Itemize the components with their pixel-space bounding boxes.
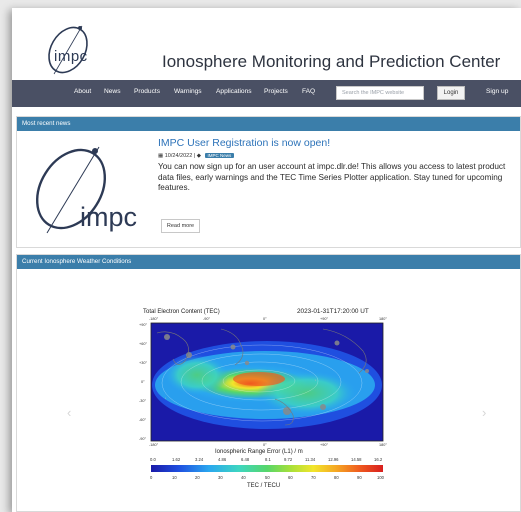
tec-tick: 50 — [265, 475, 270, 480]
tec-tick: 0 — [150, 475, 153, 480]
nav-applications[interactable]: Applications — [216, 88, 252, 95]
tec-tick: 40 — [241, 475, 246, 480]
news-panel-heading: Most recent news — [17, 117, 520, 131]
lon-tick: 0° — [263, 443, 267, 447]
meta-separator: | — [193, 153, 196, 159]
lon-tick: -90° — [203, 317, 210, 321]
nav-projects[interactable]: Projects — [264, 88, 288, 95]
weather-panel-heading: Current Ionosphere Weather Conditions — [17, 255, 520, 269]
tec-colorbar — [151, 465, 383, 472]
lat-tick: 0° — [141, 380, 145, 384]
signup-link[interactable]: Sign up — [486, 88, 509, 95]
tec-tick: 30 — [218, 475, 223, 480]
map-timestamp: 2023-01-31T17:20:00 UT — [297, 308, 369, 315]
lat-tick: +90° — [139, 323, 147, 327]
tec-unit-label: TEC / TECU — [247, 483, 280, 489]
tec-tick: 90 — [357, 475, 362, 480]
tag-icon: ◆ — [196, 153, 201, 159]
weather-panel: Current Ionosphere Weather Conditions ‹ … — [16, 254, 521, 512]
lon-tick: -180° — [149, 317, 159, 321]
range-tick: 12.96 — [328, 457, 339, 462]
svg-text:▪: ▪ — [165, 396, 166, 400]
read-more-button[interactable]: Read more — [161, 219, 200, 233]
nav-products[interactable]: Products — [134, 88, 161, 95]
browser-page: impc Ionosphere Monitoring and Predictio… — [12, 8, 521, 512]
calendar-icon: ▦ — [158, 153, 164, 159]
lon-tick: +90° — [320, 317, 328, 321]
range-tick: 14.58 — [351, 457, 362, 462]
lat-tick: +30° — [139, 361, 147, 365]
range-tick: 1.62 — [172, 457, 181, 462]
carousel-next-icon[interactable]: › — [482, 405, 487, 420]
search-input[interactable]: Search the IMPC website — [336, 86, 424, 100]
tec-map-image[interactable]: Total Electron Content (TEC) 2023-01-31T… — [137, 303, 413, 512]
nav-news[interactable]: News — [104, 88, 121, 95]
news-date: 10/24/2022 — [164, 153, 193, 159]
site-header: impc Ionosphere Monitoring and Predictio… — [12, 8, 521, 80]
news-panel: Most recent news impc IMPC User Registra… — [16, 116, 521, 248]
news-tag-badge[interactable]: IMPC News — [204, 153, 235, 158]
news-impc-logo-icon — [35, 146, 107, 234]
tec-tick: 10 — [172, 475, 177, 480]
lat-tick: +60° — [139, 342, 147, 346]
svg-text:▪: ▪ — [315, 378, 316, 382]
map-title: Total Electron Content (TEC) — [143, 309, 220, 315]
tec-tick: 60 — [288, 475, 293, 480]
lon-tick: -180° — [149, 443, 159, 447]
range-ticks: 0.0 1.62 3.24 4.86 6.48 8.1 9.72 11.34 1… — [150, 457, 383, 462]
range-tick: 0.0 — [150, 457, 156, 462]
range-tick: 11.34 — [305, 457, 316, 462]
tec-tick: 70 — [311, 475, 316, 480]
range-tick: 3.24 — [195, 457, 204, 462]
lon-tick: 180° — [379, 443, 387, 447]
news-meta: ▦ 10/24/2022 | ◆ IMPC News — [158, 153, 235, 159]
news-body-text: You can now sign up for an user account … — [158, 162, 506, 192]
news-headline-link[interactable]: IMPC User Registration is now open! — [158, 137, 331, 149]
tec-tick: 20 — [195, 475, 200, 480]
tec-tick: 100 — [377, 475, 385, 480]
lon-tick: 0° — [263, 317, 267, 321]
main-navbar: About News Products Warnings Application… — [12, 80, 521, 107]
range-tick: 9.72 — [284, 457, 293, 462]
lon-tick: +90° — [320, 443, 328, 447]
range-tick: 8.1 — [265, 457, 271, 462]
carousel-prev-icon[interactable]: ‹ — [67, 405, 72, 420]
lat-tick: -60° — [139, 418, 146, 422]
nav-about[interactable]: About — [74, 88, 92, 95]
nav-faq[interactable]: FAQ — [302, 88, 316, 95]
logo-text: impc — [54, 48, 88, 65]
news-logo-text: impc — [80, 202, 138, 232]
impc-logo-icon[interactable] — [38, 18, 148, 78]
range-tick: 4.86 — [218, 457, 227, 462]
site-title: Ionosphere Monitoring and Prediction Cen… — [162, 52, 501, 71]
range-tick: 6.48 — [241, 457, 250, 462]
lat-tick: -90° — [139, 437, 146, 441]
nav-warnings[interactable]: Warnings — [174, 88, 202, 95]
range-tick: 16.2 — [374, 457, 383, 462]
lat-tick: -30° — [139, 399, 146, 403]
tec-tick: 80 — [334, 475, 339, 480]
range-error-label: Ionospheric Range Error (L1) / m — [215, 449, 303, 455]
login-button[interactable]: Login — [437, 86, 465, 100]
lon-tick: 180° — [379, 317, 387, 321]
